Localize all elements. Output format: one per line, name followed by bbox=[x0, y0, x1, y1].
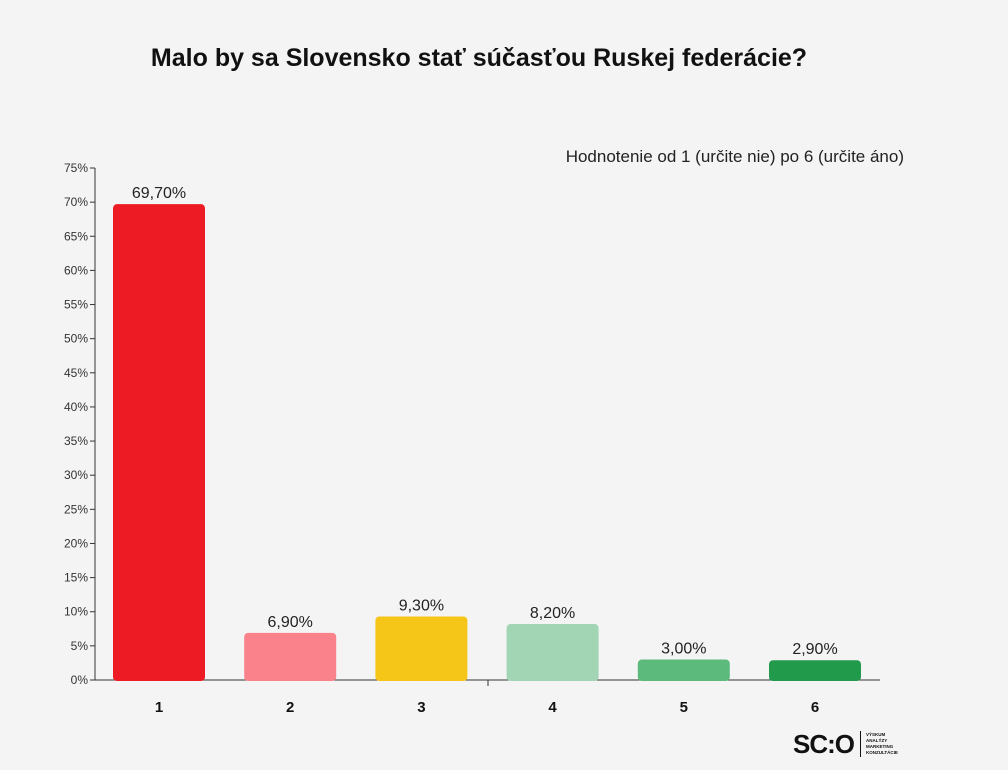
company-logo: SC:O VÝSKUM ANALÝZY MARKETING KONZULTÁCI… bbox=[793, 729, 898, 759]
y-tick-label: 30% bbox=[64, 468, 88, 482]
bar bbox=[113, 204, 205, 681]
y-tick-label: 15% bbox=[64, 571, 88, 585]
logo-tagline-line: MARKETING bbox=[866, 744, 894, 749]
y-tick-label: 10% bbox=[64, 605, 88, 619]
x-category-label: 4 bbox=[548, 699, 557, 716]
bar bbox=[375, 616, 468, 681]
y-tick-label: 0% bbox=[71, 673, 89, 687]
bar bbox=[637, 659, 730, 681]
y-tick-label: 5% bbox=[71, 639, 89, 653]
chart-subtitle: Hodnotenie od 1 (určite nie) po 6 (určit… bbox=[565, 147, 904, 166]
y-tick-label: 35% bbox=[64, 434, 88, 448]
y-tick-label: 55% bbox=[64, 298, 88, 312]
logo-tagline-line: KONZULTÁCIE bbox=[866, 750, 898, 755]
y-tick-label: 75% bbox=[64, 161, 88, 175]
y-tick-label: 70% bbox=[64, 195, 88, 209]
x-category-label: 5 bbox=[680, 699, 688, 716]
chart-title: Malo by sa Slovensko stať súčasťou Ruske… bbox=[150, 44, 808, 72]
y-tick-label: 60% bbox=[64, 263, 88, 277]
bar bbox=[244, 632, 337, 681]
y-tick-label: 25% bbox=[64, 502, 88, 516]
logo-tagline-line: VÝSKUM bbox=[866, 732, 886, 737]
y-tick-label: 40% bbox=[64, 400, 88, 414]
y-tick-label: 45% bbox=[64, 366, 88, 380]
logo-tagline-line: ANALÝZY bbox=[866, 738, 888, 743]
y-tick-label: 65% bbox=[64, 229, 88, 243]
logo-divider bbox=[860, 731, 861, 757]
bar-value-label: 8,20% bbox=[530, 605, 575, 622]
bar-value-label: 9,30% bbox=[399, 598, 444, 615]
y-tick-label: 20% bbox=[64, 536, 88, 550]
bar bbox=[506, 624, 599, 681]
x-category-label: 1 bbox=[155, 699, 163, 716]
bar-value-label: 3,00% bbox=[661, 641, 706, 658]
x-category-label: 6 bbox=[811, 699, 819, 716]
logo-text: SC:O bbox=[793, 728, 855, 759]
x-category-label: 3 bbox=[417, 699, 425, 716]
logo-tagline: VÝSKUM ANALÝZY MARKETING KONZULTÁCIE bbox=[866, 732, 898, 756]
y-tick-label: 50% bbox=[64, 332, 88, 346]
bar-value-label: 6,90% bbox=[268, 614, 313, 631]
x-category-label: 2 bbox=[286, 699, 294, 716]
bar-value-label: 2,90% bbox=[792, 641, 837, 658]
bar bbox=[769, 660, 861, 681]
bar-value-label: 69,70% bbox=[132, 185, 186, 202]
